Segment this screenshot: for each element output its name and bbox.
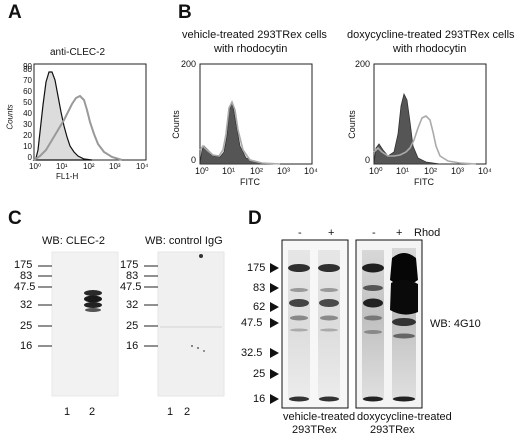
marker-label: 83 <box>20 270 33 282</box>
marker-label: 47.5 <box>120 281 142 293</box>
panel-d-rhod-label: Rhod <box>414 227 441 239</box>
marker-label: 32 <box>126 299 139 311</box>
x-tick: 10⁴ <box>478 166 492 176</box>
panel-d-lane-plus-right: + <box>396 227 403 239</box>
marker-label: 47.5 <box>14 281 36 293</box>
x-tick: 10² <box>424 166 438 176</box>
y-tick: 90 <box>23 62 32 71</box>
x-tick: 10⁴ <box>136 162 149 171</box>
panel-b-right-ytick-top: 200 <box>354 59 370 69</box>
panel-d-left-caption-2: 293TRex <box>292 424 337 436</box>
panel-d-left-caption-1: vehicle-treated <box>283 411 356 423</box>
marker-label: 16 <box>126 340 139 352</box>
panel-b-left-xaxis-label: FITC <box>240 177 260 187</box>
marker-label: 25 <box>253 368 266 380</box>
y-tick: 30 <box>23 120 32 129</box>
x-tick: 10⁰ <box>29 162 42 171</box>
panel-b-left-ytick-top: 200 <box>180 59 196 69</box>
panel-c-left-lane-1: 1 <box>64 406 71 418</box>
y-tick: 40 <box>23 109 32 118</box>
panel-c-right-lane-1: 1 <box>167 406 174 418</box>
marker-label: 16 <box>20 340 33 352</box>
y-tick: 20 <box>23 131 32 140</box>
marker-label: 175 <box>120 259 139 271</box>
panel-c-left-lane-2: 2 <box>89 406 96 418</box>
x-tick: 10¹ <box>222 166 236 176</box>
marker-label: 25 <box>20 320 33 332</box>
panel-a-xaxis-label: FL1-H <box>56 172 79 181</box>
panel-c-label: C <box>8 208 22 229</box>
x-tick: 10³ <box>277 166 291 176</box>
x-tick: 10² <box>250 166 264 176</box>
panel-b-left-ytick-zero: 0 <box>190 155 196 165</box>
marker-label: 83 <box>253 282 266 294</box>
panel-a-title: anti-CLEC-2 <box>50 47 106 58</box>
x-tick: 10⁰ <box>195 166 209 176</box>
marker-label: 47.5 <box>241 317 263 329</box>
panel-c-left-title: WB: CLEC-2 <box>42 235 105 247</box>
panel-b-label: B <box>178 2 192 23</box>
panel-a-label: A <box>8 2 22 23</box>
panel-d-wb-label: WB: 4G10 <box>430 318 481 330</box>
y-tick: 50 <box>23 98 32 107</box>
panel-c-right-lane-2: 2 <box>184 406 191 418</box>
marker-label: 16 <box>253 393 266 405</box>
panel-d-lane-minus-right: - <box>372 227 376 239</box>
panel-b-left-title-2: with rhodocytin <box>214 43 288 55</box>
x-tick: 10² <box>83 162 95 171</box>
y-tick: 0 <box>27 153 32 162</box>
panel-c-right-title: WB: control IgG <box>145 235 223 247</box>
panel-d-lane-minus-left: - <box>298 227 302 239</box>
marker-label: 32 <box>20 299 33 311</box>
y-tick: 60 <box>23 87 32 96</box>
marker-label: 83 <box>126 270 139 282</box>
panel-b-right-title-2: with rhodocytin <box>393 43 467 55</box>
marker-label: 25 <box>126 320 139 332</box>
y-tick: 80 <box>23 65 32 74</box>
panel-b-right-title-1: doxycycline-treated 293TRex cells <box>347 29 515 41</box>
panel-d-right-caption-1: doxycycline-treated <box>357 411 452 423</box>
panel-d-right-caption-2: 293TRex <box>370 424 415 436</box>
marker-label: 62 <box>253 301 266 313</box>
y-tick: 70 <box>23 76 32 85</box>
x-tick: 10⁴ <box>304 166 318 176</box>
y-tick: 10 <box>23 142 32 151</box>
panel-b-right-ytick-zero: 0 <box>364 155 370 165</box>
x-tick: 10³ <box>451 166 465 176</box>
marker-label: 32.5 <box>241 347 263 359</box>
x-tick: 10⁰ <box>369 166 383 176</box>
x-tick: 10¹ <box>56 162 68 171</box>
panel-d-lane-plus-left: + <box>328 227 335 239</box>
panel-b-right-xaxis-label: FITC <box>414 177 434 187</box>
marker-label: 175 <box>14 259 33 271</box>
x-tick: 10³ <box>109 162 121 171</box>
panel-b-left-title-1: vehicle-treated 293TRex cells <box>182 29 327 41</box>
marker-label: 175 <box>247 262 266 274</box>
panel-d-label: D <box>248 208 262 229</box>
x-tick: 10¹ <box>396 166 410 176</box>
